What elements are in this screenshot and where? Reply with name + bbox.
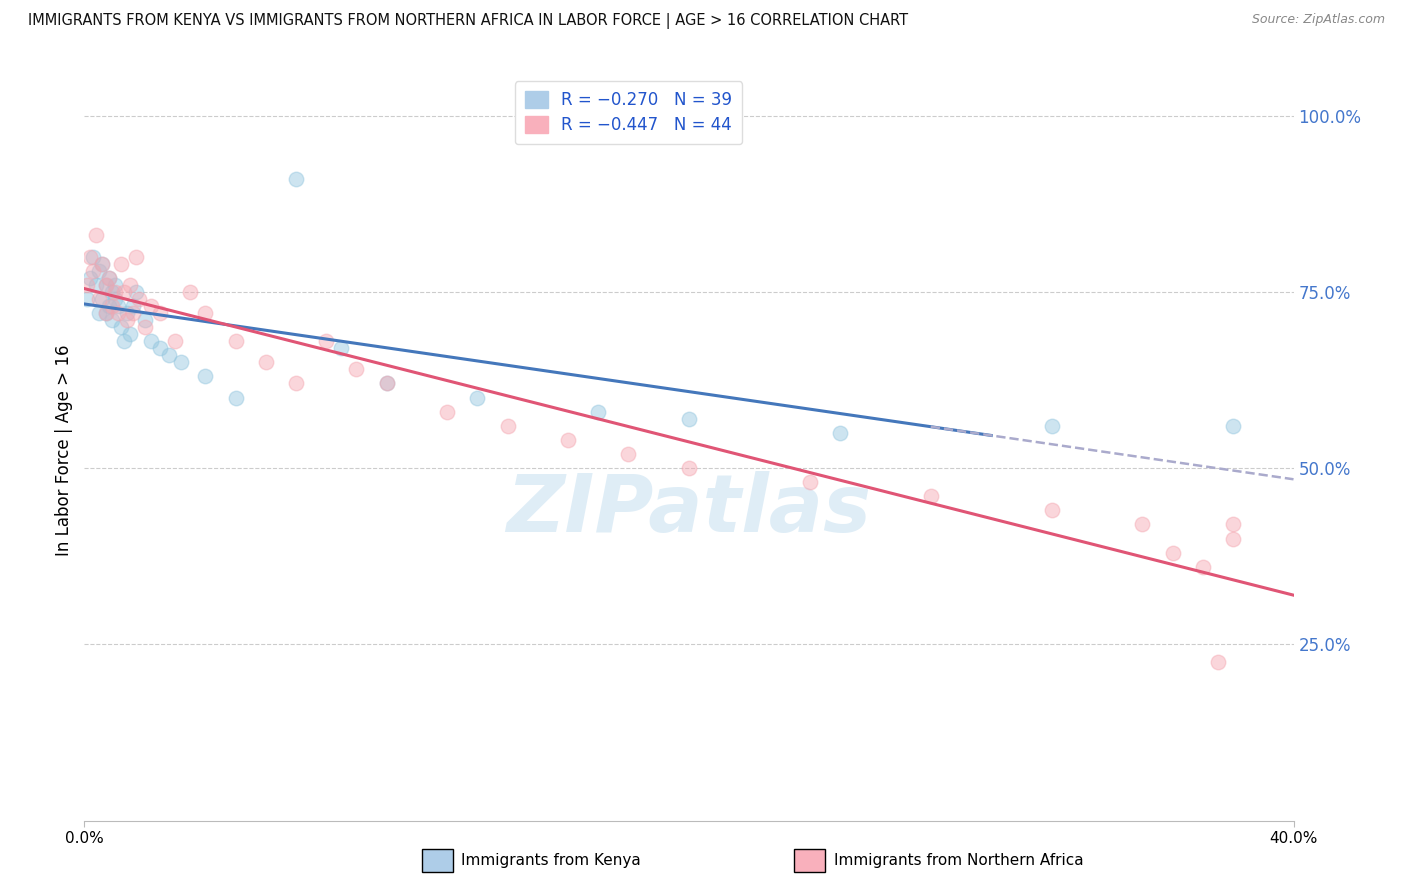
Point — [496, 418, 519, 433]
Point — [118, 277, 141, 292]
Point — [104, 277, 127, 292]
Point — [121, 306, 143, 320]
Point — [194, 306, 217, 320]
Point — [115, 306, 138, 320]
Point — [121, 299, 143, 313]
Point — [94, 277, 117, 292]
Point — [100, 299, 122, 313]
Point — [285, 376, 308, 391]
Point — [149, 306, 172, 320]
Point — [149, 341, 172, 355]
Point — [179, 285, 201, 299]
Point — [134, 313, 156, 327]
Point — [799, 475, 821, 490]
Point — [94, 306, 117, 320]
Point — [94, 277, 117, 292]
Point — [830, 425, 852, 440]
Point — [79, 270, 101, 285]
Point — [107, 306, 129, 320]
Point — [678, 411, 700, 425]
Point — [86, 228, 108, 243]
Point — [285, 172, 308, 186]
Point — [375, 376, 398, 391]
Point — [1192, 559, 1215, 574]
Point — [125, 250, 148, 264]
Point — [91, 292, 114, 306]
Point — [112, 334, 135, 348]
Text: IMMIGRANTS FROM KENYA VS IMMIGRANTS FROM NORTHERN AFRICA IN LABOR FORCE | AGE > : IMMIGRANTS FROM KENYA VS IMMIGRANTS FROM… — [28, 13, 908, 29]
Point — [100, 285, 122, 299]
Y-axis label: In Labor Force | Age > 16: In Labor Force | Age > 16 — [55, 344, 73, 557]
Point — [79, 250, 101, 264]
Point — [375, 376, 398, 391]
Point — [118, 327, 141, 342]
Point — [330, 341, 353, 355]
Point — [1222, 517, 1244, 532]
Point — [436, 405, 458, 419]
Point — [128, 292, 150, 306]
Point — [194, 369, 217, 384]
Point — [588, 405, 610, 419]
Text: Source: ZipAtlas.com: Source: ZipAtlas.com — [1251, 13, 1385, 27]
Point — [125, 285, 148, 299]
Point — [1130, 517, 1153, 532]
Point — [557, 433, 579, 447]
Point — [107, 299, 129, 313]
Point — [89, 306, 111, 320]
Point — [157, 348, 180, 362]
Point — [97, 299, 120, 313]
Point — [112, 285, 135, 299]
Point — [254, 355, 277, 369]
Point — [139, 299, 162, 313]
Point — [100, 313, 122, 327]
Point — [115, 313, 138, 327]
Point — [1222, 532, 1244, 546]
Point — [170, 355, 193, 369]
Point — [617, 447, 640, 461]
Point — [76, 292, 98, 306]
Point — [104, 285, 127, 299]
Point — [82, 263, 104, 277]
Point — [1161, 546, 1184, 560]
Point — [89, 292, 111, 306]
Point — [94, 306, 117, 320]
Point — [76, 277, 98, 292]
Point — [86, 277, 108, 292]
Point — [346, 362, 368, 376]
Point — [1040, 503, 1063, 517]
Point — [1040, 418, 1063, 433]
Point — [110, 320, 132, 334]
Point — [315, 334, 337, 348]
Point — [139, 334, 162, 348]
Point — [91, 257, 114, 271]
Point — [1206, 655, 1229, 669]
Text: Immigrants from Kenya: Immigrants from Kenya — [461, 854, 641, 868]
Point — [110, 257, 132, 271]
Point — [134, 320, 156, 334]
Point — [104, 292, 127, 306]
Point — [678, 461, 700, 475]
Point — [89, 263, 111, 277]
Text: Immigrants from Northern Africa: Immigrants from Northern Africa — [834, 854, 1084, 868]
Point — [97, 270, 120, 285]
Point — [91, 257, 114, 271]
Point — [225, 391, 247, 405]
Point — [467, 391, 489, 405]
Point — [82, 250, 104, 264]
Legend: R = −0.270   N = 39, R = −0.447   N = 44: R = −0.270 N = 39, R = −0.447 N = 44 — [515, 81, 742, 145]
Point — [1222, 418, 1244, 433]
Text: ZIPatlas: ZIPatlas — [506, 471, 872, 549]
Point — [225, 334, 247, 348]
Point — [920, 489, 942, 503]
Point — [165, 334, 187, 348]
Point — [97, 270, 120, 285]
